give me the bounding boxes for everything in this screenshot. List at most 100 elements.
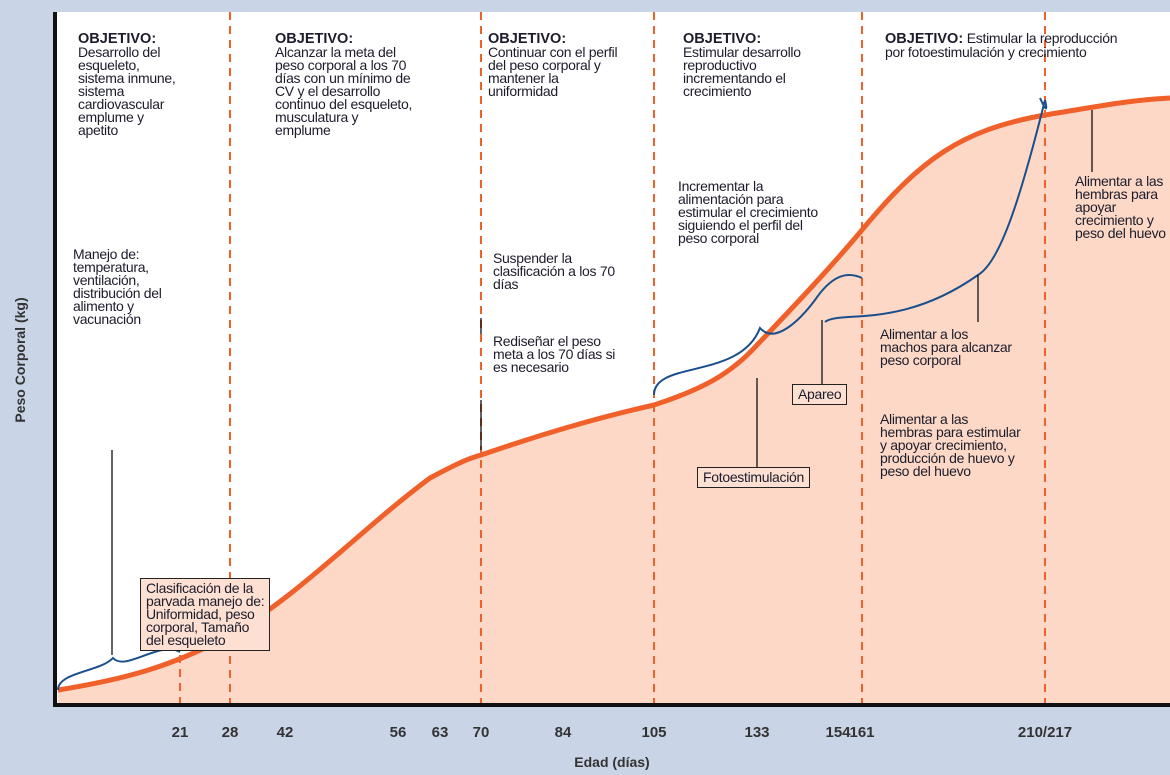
objective-heading-row: OBJETIVO: <box>78 31 175 47</box>
objective-line: CV y el desarrollo <box>275 83 381 99</box>
note: Incrementar la alimentación para estimular… <box>678 178 818 246</box>
objective-line: Continuar con el perfil <box>488 44 618 60</box>
note-line: parvada manejo de: <box>146 593 265 609</box>
x-tick-label: 42 <box>276 724 294 741</box>
objective-line: Alcanzar la meta del <box>275 44 396 60</box>
x-tick-label: 56 <box>389 724 407 741</box>
objective-line: continuo del esqueleto, <box>275 96 413 112</box>
note-line: estimular el crecimiento <box>678 204 818 220</box>
objective-line: incrementando el <box>683 70 786 86</box>
note-line: corporal, Tamaño <box>146 619 250 635</box>
note-line: peso del huevo <box>880 463 971 479</box>
x-tick-label: 70 <box>472 724 490 741</box>
note-line: hembras para estimular <box>880 424 1021 440</box>
objective-line: peso corporal a los 70 <box>275 57 407 73</box>
note-line: ventilación, <box>73 272 140 288</box>
note-line: peso corporal <box>678 230 759 246</box>
objective-line: sistema inmune, <box>78 70 176 86</box>
objective-line: musculatura y <box>275 109 359 125</box>
x-tick-label: 105 <box>641 724 667 741</box>
objective-line: emplume <box>275 122 331 138</box>
note-line: clasificación a los 70 <box>493 263 615 279</box>
note-line: Uniformidad, peso <box>146 606 255 622</box>
y-axis-title: Peso Corporal (kg) <box>12 297 28 423</box>
objective-line: mantener la <box>488 70 559 86</box>
objective-line: apetito <box>78 122 118 138</box>
note-line: Manejo de: <box>73 246 140 262</box>
objective-line: Estimular desarrollo <box>683 44 801 60</box>
objective-line: emplume y <box>78 109 144 125</box>
note-box: Fotoestimulación <box>697 467 811 488</box>
note-line: siguiendo el perfil del <box>678 217 803 233</box>
objective-heading-row: OBJETIVO: <box>683 31 801 47</box>
note-line: machos para alcanzar <box>880 339 1012 355</box>
note-line: días <box>493 276 519 292</box>
note-line: vacunación <box>73 311 141 327</box>
objective-line: por fotoestimulación y crecimiento <box>885 44 1087 60</box>
objective-line: del peso corporal y <box>488 57 601 73</box>
note-line: apoyar <box>1075 199 1117 215</box>
note-line: meta a los 70 días si <box>493 346 616 362</box>
note-line: Alimentar a las <box>880 411 969 427</box>
objective: OBJETIVO: Estimular la reproducción por f… <box>885 30 1118 60</box>
objective-line: días con un mínimo de <box>275 70 411 86</box>
note-line: Suspender la <box>493 250 572 266</box>
objective-line: uniformidad <box>488 83 558 99</box>
objective: OBJETIVO: Alcanzar la meta del peso corpor… <box>275 32 412 137</box>
objective-heading: OBJETIVO: <box>488 31 567 47</box>
objective: OBJETIVO: Estimular desarrollo reproductiv… <box>683 32 801 98</box>
objective-line: reproductivo <box>683 57 757 73</box>
x-axis-title: Edad (días) <box>574 754 650 770</box>
objective: OBJETIVO: Desarrollo del esqueleto, sistema… <box>78 31 176 138</box>
objective-heading-row: OBJETIVO: <box>488 31 617 47</box>
note-line: es necesario <box>493 359 569 375</box>
note: Alimentar a las hembras para apoyar crecimi… <box>1075 173 1166 241</box>
note-line: peso corporal <box>880 352 961 368</box>
objective-line: crecimiento <box>683 83 752 99</box>
note-line: distribución del <box>73 285 162 301</box>
objective-heading: OBJETIVO: <box>275 31 354 47</box>
note-line: Apareo <box>798 386 842 402</box>
note: Alimentar a los machos para alcanzar peso … <box>880 326 1012 368</box>
note: Rediseñar el peso meta a los 70 días si es… <box>493 333 616 375</box>
note: Manejo de: temperatura, ventilación, distri… <box>73 246 162 327</box>
x-tick-label: 161 <box>849 724 875 741</box>
objective-heading-row: OBJETIVO: <box>275 31 412 47</box>
x-tick-label: 28 <box>221 724 239 741</box>
note-line: Incrementar la <box>678 178 764 194</box>
x-tick-label: 133 <box>744 724 770 741</box>
objective-line: cardiovascular <box>78 96 165 112</box>
note-line: Fotoestimulación <box>703 469 805 485</box>
note: Alimentar a las hembras para estimular y a… <box>880 411 1021 479</box>
note-box: Apareo <box>792 384 848 405</box>
objective-line: sistema <box>78 83 125 99</box>
x-tick-label: 84 <box>554 724 572 741</box>
x-tick-label: 154 <box>825 724 851 741</box>
note-line: Alimentar a los <box>880 326 969 342</box>
objective: OBJETIVO: Continuar con el perfil del peso… <box>488 31 618 99</box>
x-tick-label: 210/217 <box>1017 724 1073 741</box>
objective-heading: OBJETIVO: <box>78 31 157 47</box>
note-box: Clasificación de la parvada manejo de: Uni… <box>140 578 271 651</box>
note-line: y apoyar crecimiento, <box>880 437 1007 453</box>
objective-heading: OBJETIVO: <box>885 31 964 47</box>
x-tick-label: 63 <box>431 724 449 741</box>
note: Suspender la clasificación a los 70 días <box>493 250 615 292</box>
note-line: Rediseñar el peso <box>493 333 601 349</box>
objective-line: esqueleto, <box>78 57 140 73</box>
objective-text: Estimular la reproducción <box>966 30 1118 46</box>
note-line: Alimentar a las <box>1075 173 1164 189</box>
note-line: Clasificación de la <box>146 580 254 596</box>
note-line: producción de huevo y <box>880 450 1015 466</box>
note-line: temperatura, <box>73 259 149 275</box>
x-tick-label: 21 <box>171 724 189 741</box>
area <box>58 98 1170 705</box>
objective-heading: OBJETIVO: <box>683 31 762 47</box>
objective-line: OBJETIVO: Estimular la reproducción <box>885 30 1118 47</box>
note-line: peso del huevo <box>1075 225 1166 241</box>
note-line: alimento y <box>73 298 134 314</box>
note-line: hembras para <box>1075 186 1158 202</box>
note-line: del esqueleto <box>146 632 226 648</box>
